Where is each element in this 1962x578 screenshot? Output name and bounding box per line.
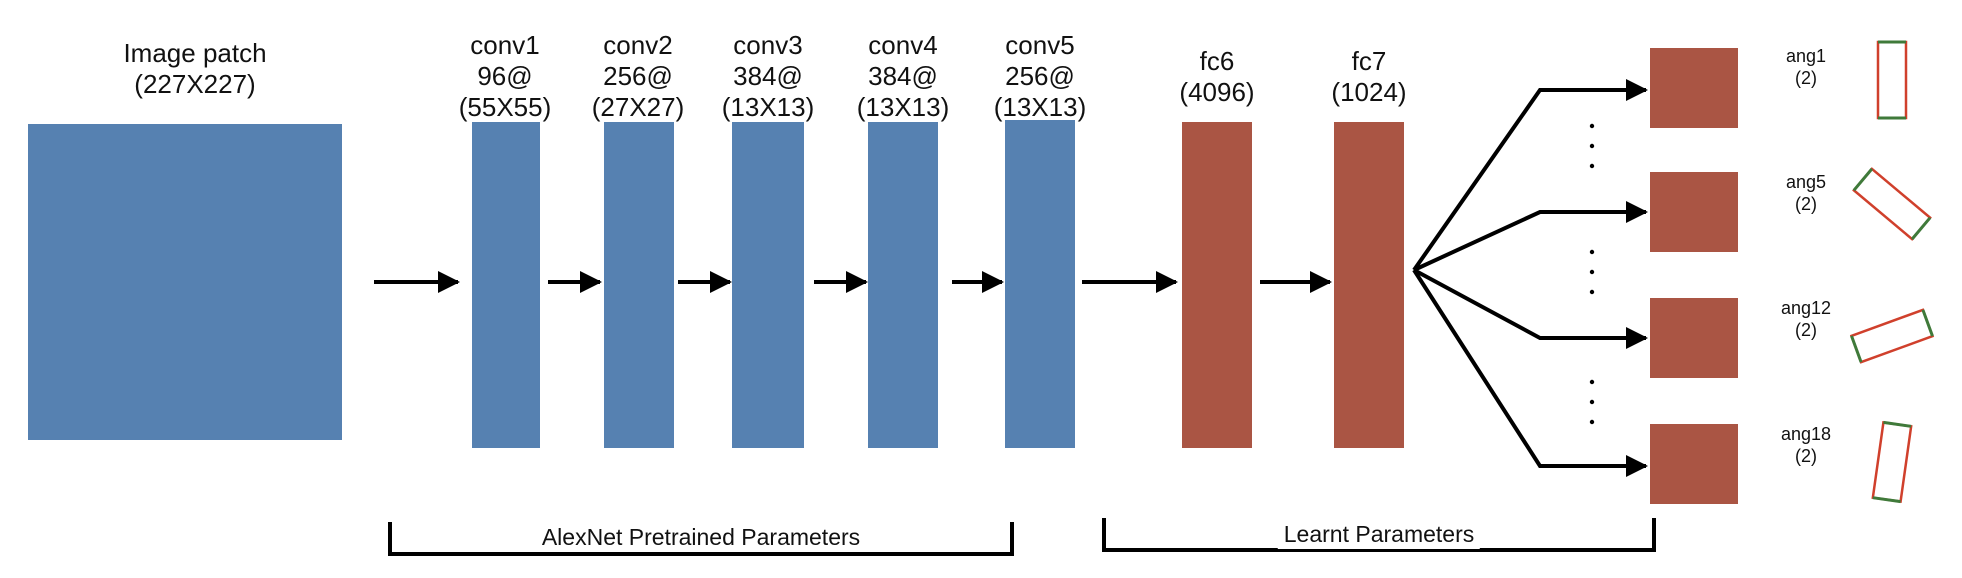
- ang5-output-block: [1650, 172, 1738, 252]
- conv5-label: conv5 256@ (13X13): [994, 30, 1087, 124]
- output-size: (2): [1794, 193, 1817, 214]
- fc7-block: [1334, 122, 1404, 448]
- output-size: (2): [1795, 445, 1817, 466]
- layer-size: (4096): [1179, 77, 1255, 108]
- conv2-block: [604, 122, 674, 448]
- ang12-output-block: [1650, 298, 1738, 378]
- output-name: ang12: [1780, 298, 1832, 318]
- layer-name: conv3: [733, 30, 803, 60]
- layer-name: fc7: [1351, 46, 1387, 76]
- layer-name: conv4: [868, 30, 938, 60]
- conv2-label: conv2 256@ (27X27): [592, 30, 685, 124]
- fc6-label: fc6 (4096): [1179, 46, 1254, 108]
- layer-size: (13X13): [856, 92, 950, 123]
- layer-filters: 384@: [868, 61, 938, 92]
- ang1-label: ang1 (2): [1786, 46, 1826, 89]
- input-size: (227X227): [134, 69, 256, 100]
- layer-size: (1024): [1331, 77, 1407, 108]
- layer-name: conv1: [470, 30, 540, 60]
- branch-to-ang1: [1412, 79, 1648, 272]
- input-label: Image patch (227X227): [123, 38, 266, 100]
- fc7-label: fc7 (1024): [1331, 46, 1406, 108]
- layer-size: (55X55): [458, 92, 552, 123]
- fc6-block: [1182, 122, 1252, 448]
- learnt-bracket-label: Learnt Parameters: [1277, 521, 1481, 549]
- layer-size: (27X27): [591, 92, 685, 123]
- layer-name: fc6: [1199, 46, 1235, 76]
- conv1-label: conv1 96@ (55X55): [459, 30, 552, 124]
- layer-filters: 384@: [733, 61, 803, 92]
- grasp-box-ang1: [1876, 40, 1908, 120]
- layer-name: conv5: [1005, 30, 1075, 60]
- branch-to-ang12: [1413, 268, 1648, 349]
- grasp-box-ang18: [1871, 420, 1913, 504]
- layer-filters: 96@: [477, 61, 533, 92]
- pretrained-bracket: [388, 522, 1014, 556]
- ang12-label: ang12 (2): [1781, 298, 1831, 341]
- output-size: (2): [1794, 67, 1817, 88]
- layer-size: (13X13): [993, 92, 1087, 123]
- conv1-block: [472, 122, 540, 448]
- conv3-label: conv3 384@ (13X13): [722, 30, 815, 124]
- ang18-output-block: [1650, 424, 1738, 504]
- layer-size: (13X13): [721, 92, 815, 123]
- conv5-block: [1005, 120, 1075, 448]
- branch-to-ang5: [1413, 201, 1648, 272]
- conv4-label: conv4 384@ (13X13): [857, 30, 950, 124]
- layer-filters: 256@: [1005, 61, 1075, 92]
- branch-to-ang18: [1412, 268, 1648, 477]
- ang1-output-block: [1650, 48, 1738, 128]
- conv3-block: [732, 122, 804, 448]
- learnt-bracket: [1102, 518, 1656, 552]
- output-name: ang1: [1785, 46, 1827, 66]
- layer-filters: 256@: [603, 61, 673, 92]
- ang18-label: ang18 (2): [1781, 424, 1831, 467]
- output-size: (2): [1795, 319, 1817, 340]
- ang5-label: ang5 (2): [1786, 172, 1826, 215]
- conv4-block: [868, 122, 938, 448]
- output-name: ang18: [1780, 424, 1832, 444]
- grasp-box-ang12: [1849, 308, 1935, 364]
- pretrained-bracket-label: AlexNet Pretrained Parameters: [535, 524, 867, 552]
- layer-name: conv2: [603, 30, 673, 60]
- ellipsis-dots: [1589, 123, 1595, 425]
- input-image-block: [28, 124, 342, 440]
- input-title: Image patch: [123, 38, 267, 68]
- grasp-box-ang5: [1852, 167, 1932, 241]
- output-name: ang5: [1785, 172, 1827, 192]
